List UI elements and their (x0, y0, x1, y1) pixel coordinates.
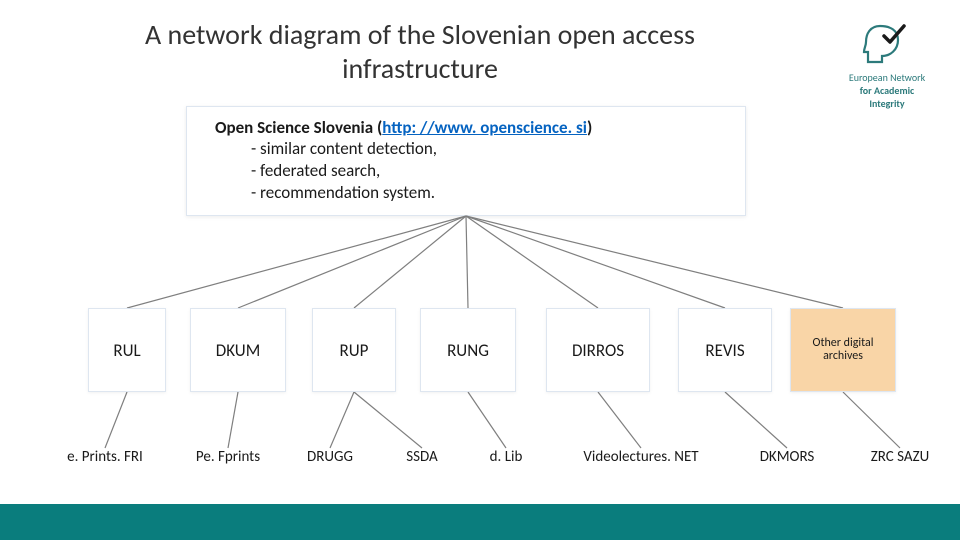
node-other: Other digital archives (790, 308, 896, 392)
logo-text-1: European Network (832, 72, 942, 83)
root-title-prefix: Open Science Slovenia (215, 117, 373, 138)
level2-row: RUL DKUM RUP RUNG DIRROS REVISOther digital a… (0, 308, 960, 398)
root-node: Open Science Slovenia (http: //www. open… (186, 106, 746, 216)
leaf-vlect: Videolectures. NET (556, 448, 726, 466)
node-rung: RUNG (420, 308, 516, 392)
leaf-dkmors: DKMORS (742, 448, 832, 466)
paren-close: ) (587, 117, 592, 138)
level3-row: e. Prints. FRI Pe. Fprints DRUGG SSDA d. Lib… (0, 448, 960, 488)
node-revis: REVIS (678, 308, 772, 392)
logo-text-2: for Academic (832, 85, 942, 96)
node-rul: RUL (88, 308, 166, 392)
head-check-icon (860, 22, 914, 70)
page-title: A network diagram of the Slovenian open … (100, 18, 740, 85)
leaf-zrc: ZRC SAZU (850, 448, 950, 466)
leaf-ssda: SSDA (392, 448, 452, 466)
node-dirros: DIRROS (546, 308, 650, 392)
enai-logo: European Network for Academic Integrity (832, 22, 942, 109)
root-bullet-1: - similar content detection, (251, 138, 717, 160)
node-dkum: DKUM (190, 308, 286, 392)
leaf-eprints: e. Prints. FRI (50, 448, 160, 466)
leaf-pefp: Pe. Fprints (178, 448, 278, 466)
leaf-drugg: DRUGG (290, 448, 370, 466)
node-rup: RUP (312, 308, 396, 392)
logo-text-3: Integrity (832, 98, 942, 109)
root-link[interactable]: http: //www. openscience. si (382, 117, 587, 138)
footer-bar (0, 504, 960, 540)
root-title: Open Science Slovenia (http: //www. open… (215, 117, 717, 138)
root-bullet-2: - federated search, (251, 160, 717, 182)
root-bullet-3: - recommendation system. (251, 182, 717, 204)
leaf-dlib: d. Lib (476, 448, 536, 466)
root-bullets: - similar content detection, - federated… (215, 138, 717, 204)
